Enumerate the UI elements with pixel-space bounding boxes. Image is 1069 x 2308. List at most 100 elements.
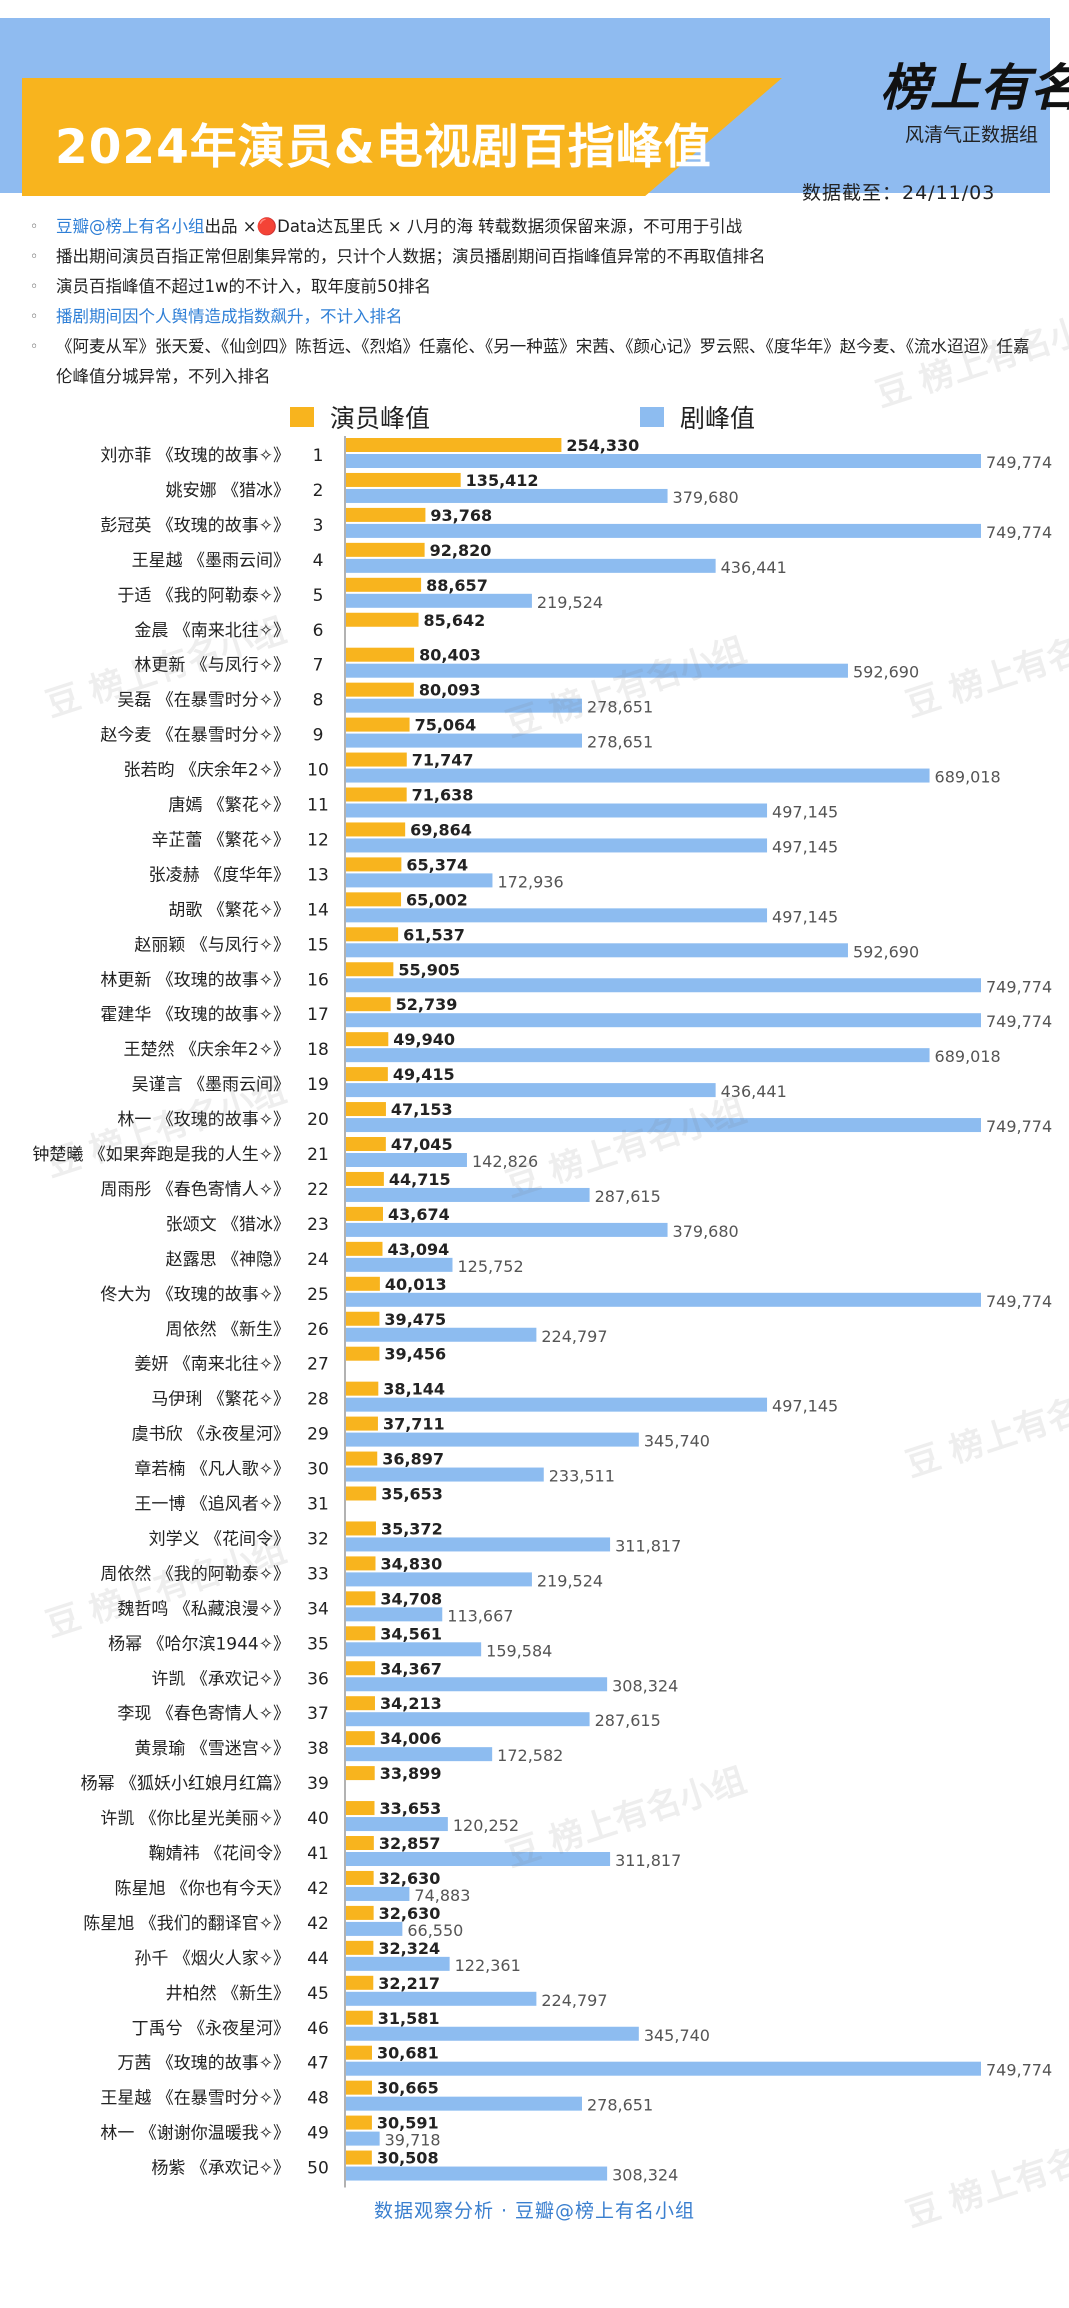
bar-drama (346, 1432, 639, 1447)
bar-actor (346, 1626, 376, 1641)
data-label-actor: 71,638 (412, 786, 474, 805)
data-label-drama: 497,145 (772, 907, 838, 926)
category-label: 许凯 《你比星光美丽✧》 (100, 1809, 290, 1829)
footer-credit: 数据观察分析 · 豆瓣@榜上有名小组 (373, 2200, 696, 2222)
data-label-actor: 30,665 (377, 2079, 439, 2098)
bar-drama (346, 1083, 716, 1098)
data-label-drama: 125,752 (458, 1257, 524, 1276)
data-label-actor: 55,905 (398, 960, 460, 979)
rank-label: 35 (307, 1634, 329, 1654)
source-link[interactable]: 豆瓣@榜上有名小组 (56, 217, 205, 236)
data-cutoff-date: 数据截至：24/11/03 (802, 182, 996, 204)
legend-label-actor: 演员峰值 (330, 404, 431, 433)
data-label-actor: 34,213 (380, 1694, 442, 1713)
bar-actor (346, 1836, 374, 1850)
data-label-drama: 172,936 (497, 872, 563, 891)
bar-actor (346, 577, 422, 592)
category-label: 王星越 《在暴雪时分✧》 (100, 2089, 290, 2109)
bar-drama (346, 558, 716, 573)
data-label-actor: 32,217 (378, 1974, 440, 1993)
bar-actor (346, 1241, 383, 1256)
data-label-drama: 233,511 (549, 1467, 615, 1486)
bar-actor (346, 2115, 372, 2130)
data-label-actor: 43,674 (388, 1205, 450, 1224)
category-label: 胡歌 《繁花✧》 (168, 900, 290, 920)
data-label-actor: 32,630 (379, 1904, 441, 1923)
data-label-drama: 497,145 (772, 837, 838, 856)
data-label-actor: 47,045 (391, 1135, 453, 1154)
rank-label: 46 (307, 2019, 329, 2039)
data-label-actor: 80,093 (419, 681, 481, 700)
data-label-actor: 47,153 (391, 1100, 453, 1119)
rank-label: 37 (307, 1704, 329, 1724)
category-label: 章若楠 《凡人歌✧》 (134, 1460, 290, 1480)
bar-actor (346, 857, 402, 872)
bar-drama (346, 1852, 611, 1866)
note-item: ◦ 演员百指峰值不超过1w的不计入，取年度前50排名 (30, 272, 1040, 302)
bar-drama (346, 1956, 450, 1971)
data-label-actor: 31,581 (378, 2009, 440, 2028)
data-label-actor: 30,681 (377, 2044, 439, 2063)
category-label: 李现 《春色寄情人✧》 (117, 1704, 290, 1724)
bar-drama (346, 1921, 403, 1936)
category-label: 张颂文 《猎冰》 (166, 1215, 290, 1235)
category-label: 井柏然 《新生》 (166, 1984, 290, 2004)
bar-drama (346, 943, 848, 958)
data-label-drama: 278,651 (587, 2096, 653, 2115)
rank-label: 33 (307, 1564, 329, 1584)
category-label: 刘亦菲 《玫瑰的故事✧》 (100, 446, 290, 466)
rank-label: 40 (307, 1809, 329, 1829)
bar-drama (346, 768, 930, 783)
data-label-actor: 135,412 (466, 471, 539, 490)
bar-drama (346, 1677, 608, 1692)
bar-drama (346, 1817, 448, 1832)
data-label-actor: 37,711 (383, 1415, 445, 1434)
data-label-drama: 497,145 (772, 803, 838, 822)
bar-drama (346, 698, 582, 713)
bullet-icon: ◦ (30, 339, 39, 355)
data-label-drama: 749,774 (986, 523, 1052, 542)
bar-actor (346, 1766, 375, 1781)
bar-drama (346, 1292, 981, 1307)
data-label-drama: 278,651 (587, 698, 653, 717)
bar-actor (346, 892, 402, 907)
data-label-actor: 39,475 (384, 1310, 446, 1329)
bar-actor (346, 1032, 389, 1047)
data-label-drama: 345,740 (644, 2026, 710, 2045)
bar-actor (346, 1591, 376, 1606)
data-label-actor: 52,739 (396, 995, 458, 1014)
bar-drama (346, 733, 582, 748)
category-label: 赵露思 《神隐》 (166, 1250, 290, 1270)
bar-drama (346, 2131, 380, 2146)
bar-drama (346, 523, 981, 538)
bar-actor (346, 787, 407, 802)
bullet-icon: ◦ (30, 219, 39, 235)
category-label: 周依然 《新生》 (166, 1320, 290, 1340)
bar-drama (346, 1397, 768, 1412)
rank-label: 17 (307, 1005, 329, 1025)
note-text: 出品 ×🔴Data达瓦里氏 × 八月的海 转载数据须保留来源，不可用于引战 (204, 217, 743, 236)
rank-label: 14 (307, 900, 329, 920)
category-label: 吴谨言 《墨雨云间》 (132, 1075, 290, 1095)
bullet-icon: ◦ (30, 279, 39, 295)
bar-drama (346, 978, 981, 993)
data-label-drama: 436,441 (721, 558, 787, 577)
bar-actor (346, 1940, 374, 1955)
bar-actor (346, 1311, 380, 1326)
rank-label: 2 (313, 481, 324, 501)
data-label-drama: 749,774 (986, 1117, 1052, 1136)
bar-actor (346, 1171, 384, 1186)
data-label-actor: 35,372 (381, 1519, 443, 1538)
bar-actor (346, 1556, 376, 1571)
rank-label: 49 (307, 2124, 329, 2144)
rank-label: 1 (313, 446, 324, 466)
rank-label: 18 (307, 1040, 329, 1060)
note-text: 演员百指峰值不超过1w的不计入，取年度前50排名 (56, 277, 431, 296)
rank-label: 13 (307, 865, 329, 885)
data-label-actor: 32,324 (378, 1939, 440, 1958)
data-label-actor: 33,899 (380, 1764, 442, 1783)
bar-actor (346, 822, 406, 837)
bar-actor (346, 612, 419, 627)
category-label: 杨幂 《哈尔滨1944✧》 (108, 1634, 290, 1654)
rank-label: 19 (307, 1075, 329, 1095)
